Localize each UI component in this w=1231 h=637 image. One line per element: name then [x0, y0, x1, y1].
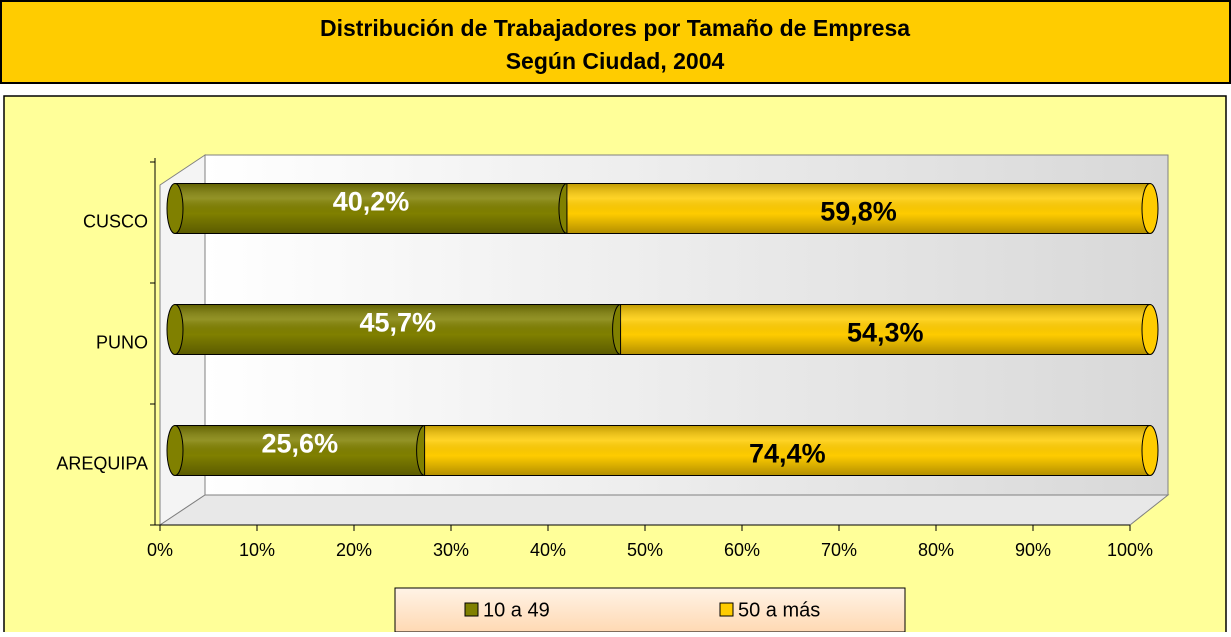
- x-tick-label: 0%: [147, 540, 173, 560]
- y-tick-label: CUSCO: [83, 211, 148, 231]
- value-label: 74,4%: [749, 439, 826, 469]
- y-tick-label: AREQUIPA: [56, 453, 148, 473]
- x-tick-label: 20%: [336, 540, 372, 560]
- chart-subtitle: Según Ciudad, 2004: [506, 48, 725, 74]
- value-label: 54,3%: [847, 318, 924, 348]
- bar-shade: [175, 425, 425, 476]
- x-tick-label: 10%: [239, 540, 275, 560]
- bar-edge: [1141, 425, 1159, 476]
- bar-cap: [166, 183, 184, 234]
- value-label: 25,6%: [262, 429, 339, 459]
- floor: [158, 494, 1170, 526]
- legend-label: 50 a más: [738, 599, 820, 621]
- bar-cap: [166, 425, 184, 476]
- x-tick-label: 70%: [821, 540, 857, 560]
- value-label: 45,7%: [360, 308, 437, 338]
- value-label: 59,8%: [820, 197, 897, 227]
- bar-cap: [166, 304, 184, 355]
- bar-shade: [566, 183, 1150, 234]
- legend-swatch: [464, 602, 479, 617]
- bar-shade: [175, 304, 621, 355]
- bar-shade: [424, 425, 1151, 476]
- x-tick-label: 40%: [530, 540, 566, 560]
- legend-label: 10 a 49: [483, 599, 550, 621]
- bar-edge: [1141, 304, 1159, 355]
- bar-shade: [175, 183, 567, 234]
- y-tick-label: PUNO: [96, 332, 148, 352]
- bar-edge: [1141, 183, 1159, 234]
- x-tick-label: 30%: [433, 540, 469, 560]
- value-label: 40,2%: [333, 187, 410, 217]
- x-tick-label: 80%: [918, 540, 954, 560]
- x-tick-label: 50%: [627, 540, 663, 560]
- title-bar: [0, 0, 1231, 84]
- x-tick-label: 100%: [1107, 540, 1153, 560]
- chart-title: Distribución de Trabajadores por Tamaño …: [320, 15, 910, 41]
- legend-swatch: [719, 602, 734, 617]
- x-tick-label: 60%: [724, 540, 760, 560]
- x-tick-label: 90%: [1015, 540, 1051, 560]
- bar-shade: [620, 304, 1150, 355]
